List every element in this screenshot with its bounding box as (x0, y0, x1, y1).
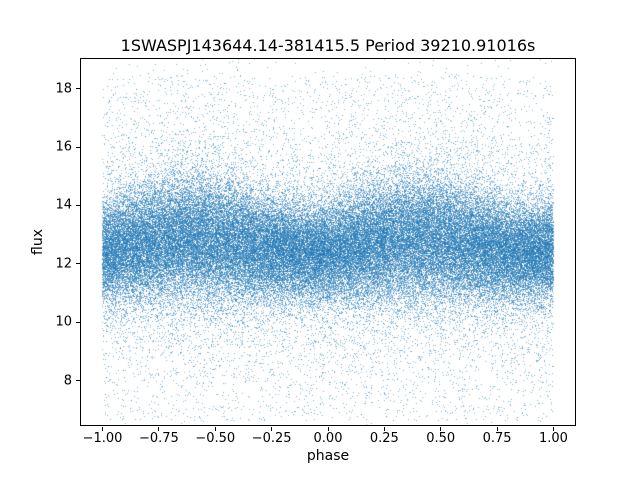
x-tick-mark (383, 427, 385, 431)
x-tick-label: 0.50 (426, 431, 456, 446)
y-tick-label: 14 (55, 197, 72, 213)
x-tick-label: 1.00 (538, 431, 568, 446)
y-tick-mark (76, 204, 80, 206)
x-tick-mark (271, 427, 273, 431)
x-tick-mark (158, 427, 160, 431)
y-tick-label: 18 (55, 81, 72, 97)
chart-title: 1SWASPJ143644.14-381415.5 Period 39210.9… (120, 36, 536, 55)
y-tick-label: 10 (55, 314, 72, 330)
y-tick-mark (76, 88, 80, 90)
y-tick-label: 12 (55, 256, 72, 272)
y-tick-label: 8 (63, 373, 72, 389)
y-tick-mark (76, 263, 80, 265)
scatter-plot-canvas (80, 58, 576, 426)
axes-frame (80, 58, 576, 426)
y-tick-label: 16 (55, 139, 72, 155)
x-tick-label: 0.00 (313, 431, 343, 446)
x-tick-mark (102, 427, 104, 431)
y-tick-mark (76, 321, 80, 323)
x-tick-label: 0.25 (369, 431, 399, 446)
y-tick-mark (76, 146, 80, 148)
y-axis-label: flux (30, 229, 46, 255)
x-tick-label: −0.50 (195, 431, 236, 446)
x-tick-mark (327, 427, 329, 431)
x-tick-label: 0.75 (482, 431, 512, 446)
x-tick-mark (552, 427, 554, 431)
x-tick-label: −1.00 (82, 431, 123, 446)
x-axis-label: phase (306, 448, 350, 464)
x-tick-label: −0.25 (251, 431, 292, 446)
x-tick-mark (214, 427, 216, 431)
x-tick-mark (496, 427, 498, 431)
x-tick-label: −0.75 (138, 431, 179, 446)
y-tick-mark (76, 380, 80, 382)
x-tick-mark (440, 427, 442, 431)
